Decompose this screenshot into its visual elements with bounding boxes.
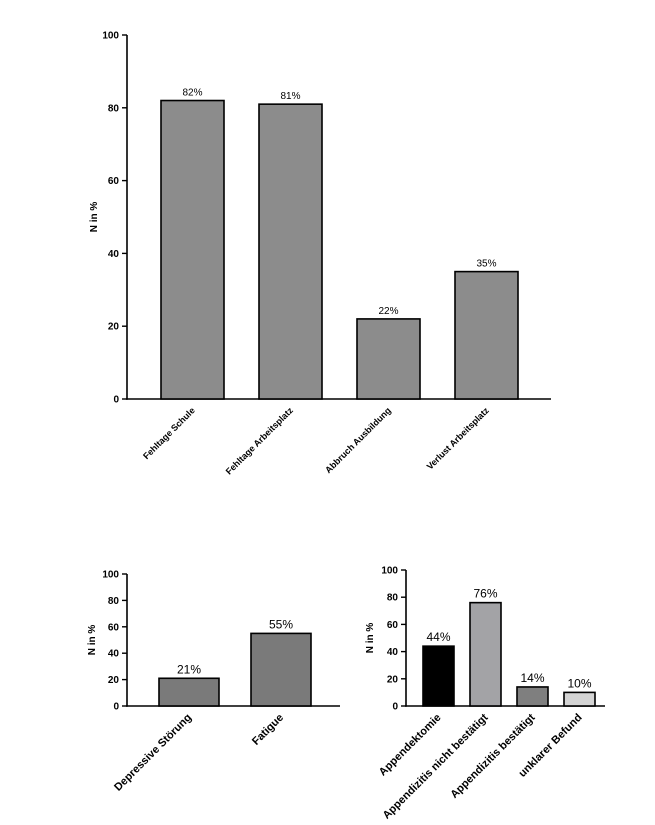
category-label: Fatigue — [250, 712, 286, 748]
category-label: Abbruch Ausbildung — [323, 405, 393, 475]
data-label: 55% — [269, 617, 293, 631]
bar — [563, 691, 596, 707]
bar — [160, 99, 225, 400]
y-tick-label: 20 — [108, 322, 120, 333]
y-axis-title: N in % — [89, 202, 100, 233]
y-tick-label: 100 — [102, 570, 119, 581]
y-axis-title: N in % — [365, 623, 376, 654]
data-label: 44% — [426, 630, 450, 644]
data-label: 10% — [567, 676, 591, 690]
category-label: Depressive Störung — [112, 712, 194, 794]
bar — [356, 318, 421, 400]
data-label: 76% — [473, 587, 497, 601]
data-label: 82% — [182, 88, 202, 99]
y-tick-label: 100 — [381, 566, 398, 577]
y-tick-label: 40 — [387, 647, 399, 658]
bar — [422, 645, 455, 707]
bar — [454, 270, 519, 400]
bar — [516, 686, 549, 707]
data-label: 35% — [476, 259, 496, 270]
y-tick-label: 40 — [108, 249, 120, 260]
data-label: 81% — [280, 91, 300, 102]
y-tick-label: 80 — [108, 103, 120, 114]
y-tick-label: 0 — [113, 395, 119, 406]
y-tick-label: 20 — [387, 674, 399, 685]
category-label: Appendizitis bestätigt — [448, 711, 538, 801]
bar — [469, 601, 502, 707]
bar — [258, 103, 323, 400]
y-axis-title: N in % — [87, 625, 98, 656]
y-tick-label: 0 — [113, 702, 119, 713]
y-tick-label: 40 — [108, 649, 120, 660]
category-label: Fehltage Arbeitsplatz — [224, 405, 296, 477]
data-label: 21% — [177, 662, 201, 676]
y-tick-label: 60 — [108, 622, 120, 633]
bar — [250, 632, 312, 707]
y-tick-label: 80 — [387, 593, 399, 604]
bar — [158, 677, 220, 707]
y-tick-label: 80 — [108, 596, 120, 607]
y-tick-label: 0 — [392, 702, 398, 713]
category-label: Verlust Arbeitsplatz — [425, 405, 492, 472]
y-tick-label: 20 — [108, 675, 120, 686]
y-tick-label: 100 — [102, 31, 119, 42]
y-tick-label: 60 — [387, 620, 399, 631]
data-label: 14% — [520, 671, 544, 685]
category-label: Fehltage Schule — [141, 405, 197, 461]
data-label: 22% — [378, 306, 398, 317]
y-tick-label: 60 — [108, 176, 120, 187]
